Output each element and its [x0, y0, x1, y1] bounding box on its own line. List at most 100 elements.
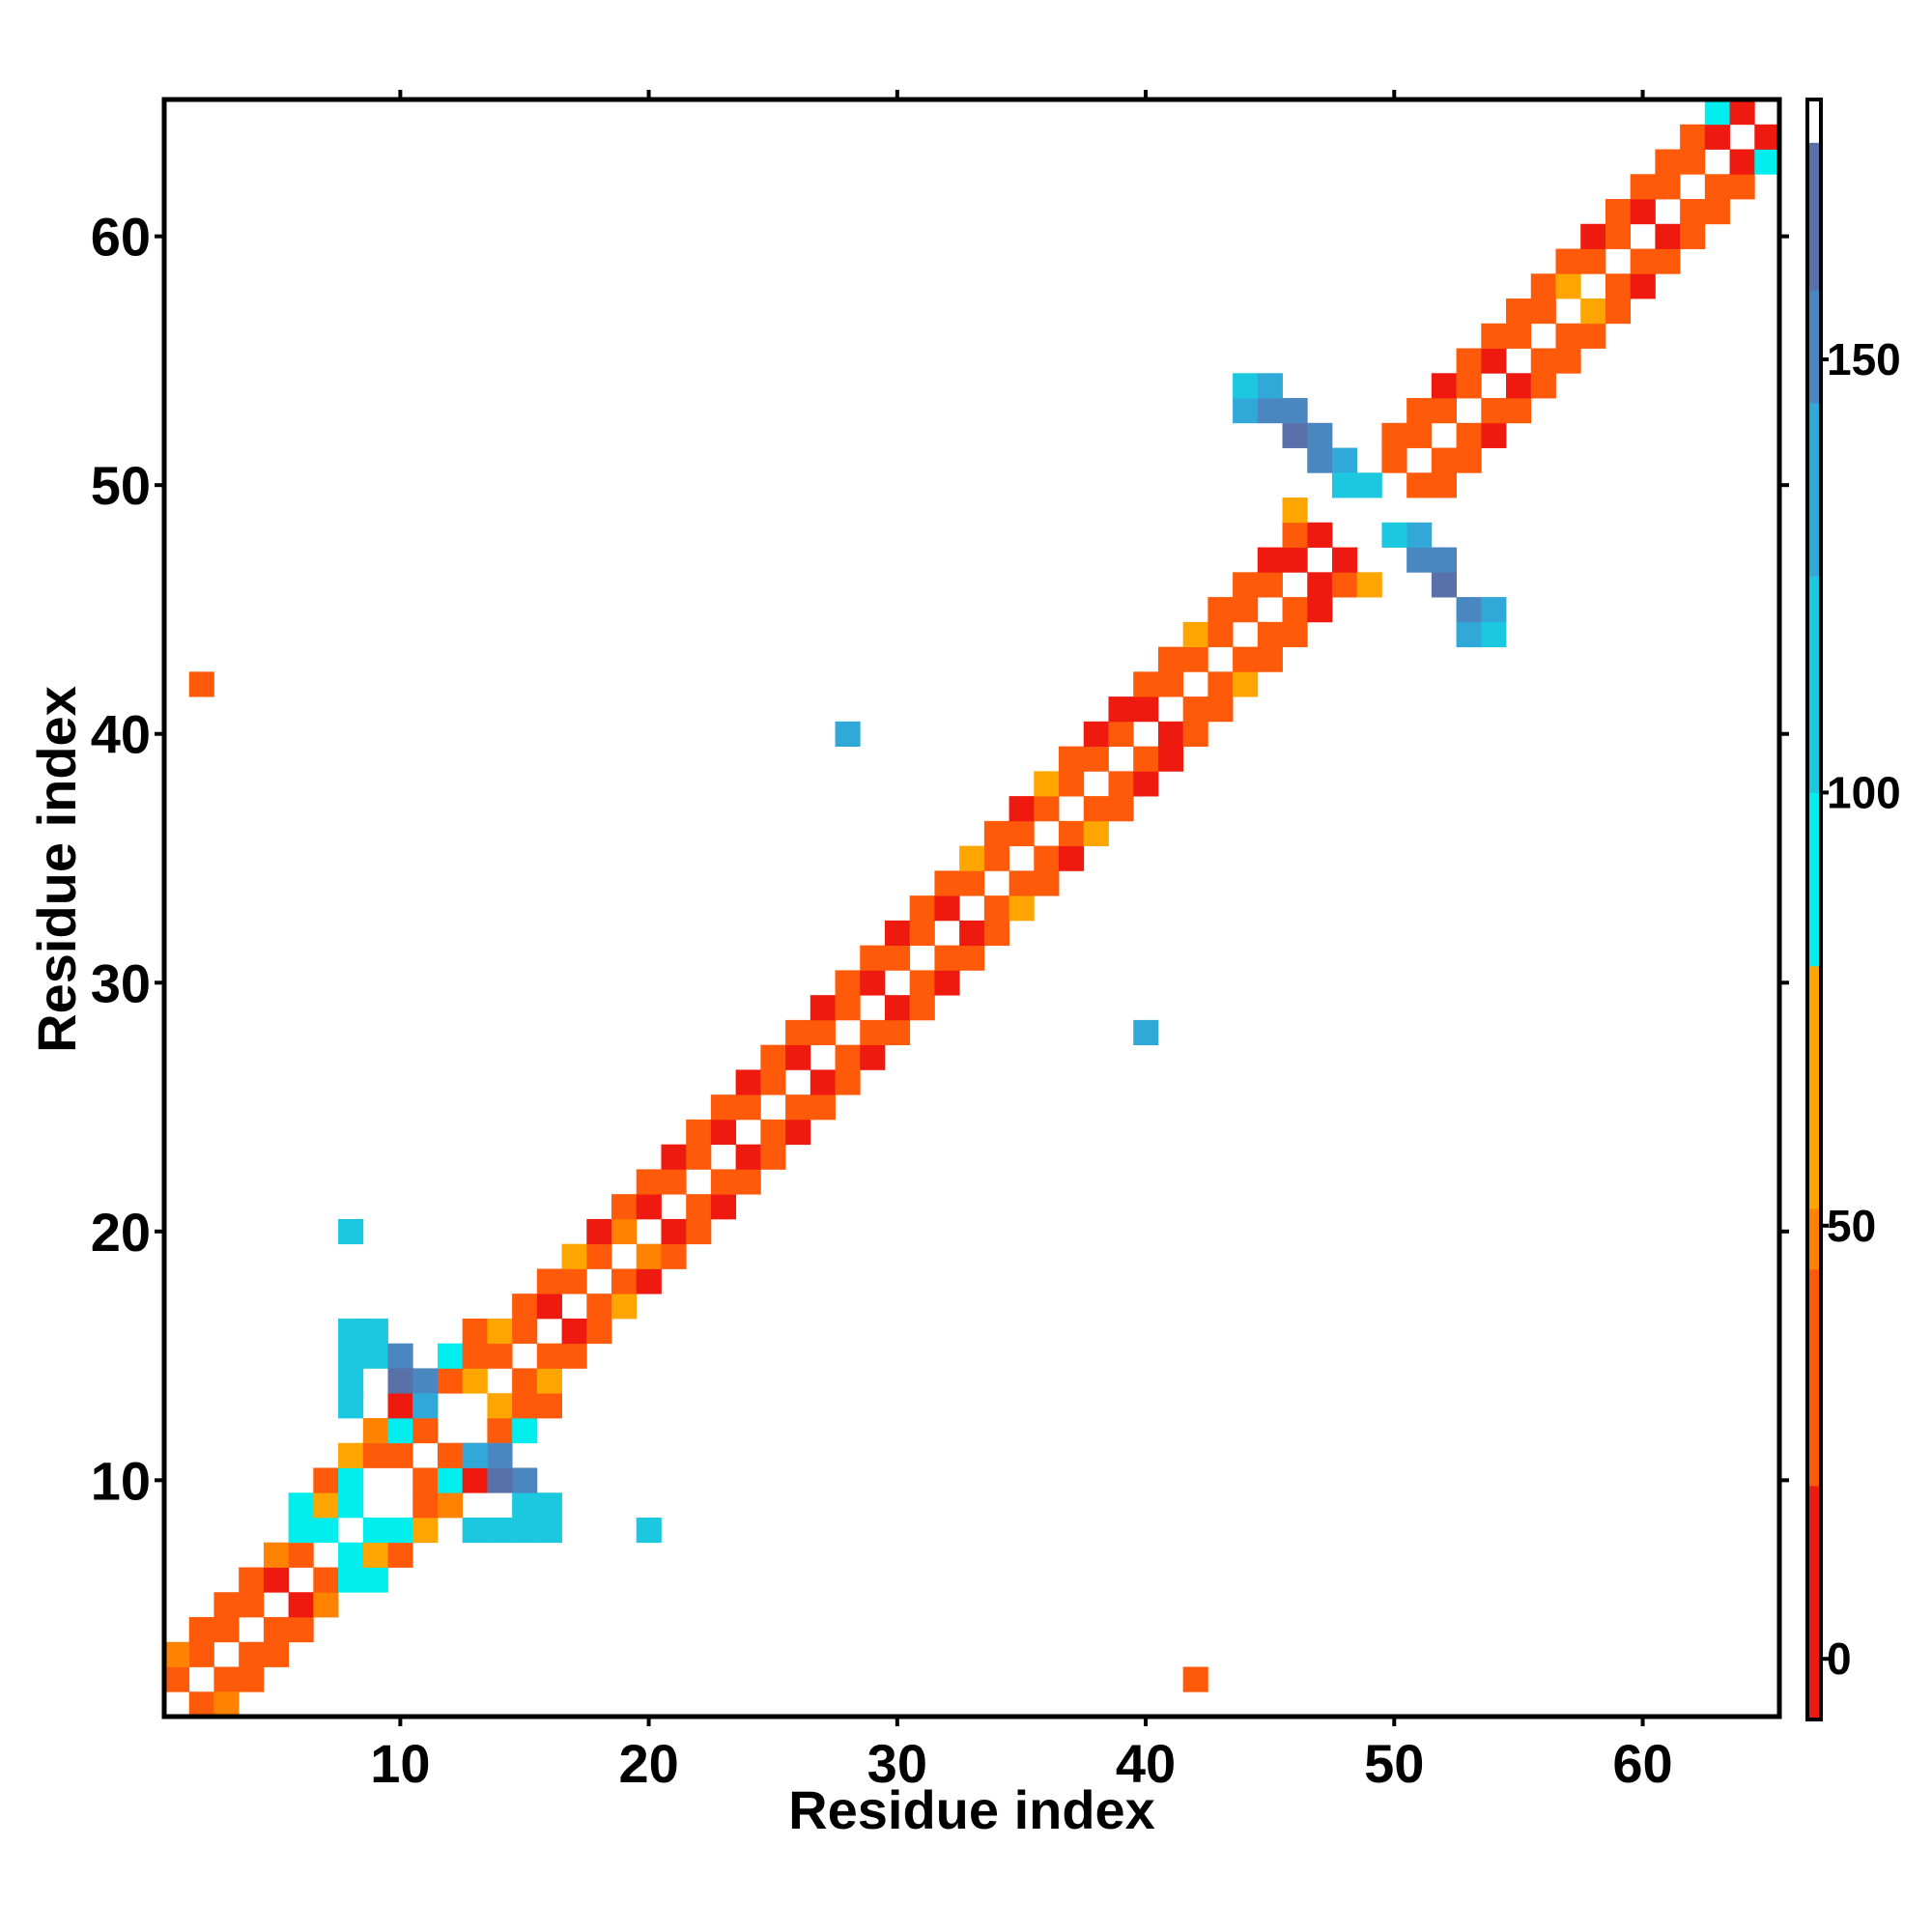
heatmap-cell [636, 1268, 662, 1294]
heatmap-cell [561, 1318, 587, 1345]
heatmap-cell [164, 1641, 190, 1667]
y-axis-title: Residue index [26, 686, 87, 1053]
heatmap-cell [487, 1343, 513, 1369]
heatmap-cell [1059, 820, 1085, 847]
heatmap-cell [512, 1467, 538, 1493]
heatmap-cell [611, 1194, 638, 1220]
heatmap-cell [1630, 174, 1656, 200]
heatmap-cell [785, 1119, 811, 1146]
heatmap-cell [1431, 373, 1457, 399]
heatmap-cell [1083, 796, 1109, 822]
heatmap-cell [1233, 373, 1259, 399]
heatmap-cell [1233, 671, 1259, 697]
heatmap-cell [1108, 771, 1134, 797]
heatmap-cell [512, 1517, 538, 1544]
heatmap-cell [412, 1517, 439, 1544]
heatmap-cell [1754, 124, 1780, 150]
heatmap-cell [1257, 373, 1283, 399]
colorbar-tick-label: 150 [1827, 334, 1901, 384]
colorbar-band [1807, 402, 1821, 577]
heatmap-cell [983, 820, 1009, 847]
heatmap-cell [1630, 199, 1656, 225]
heatmap-cell [959, 845, 985, 871]
heatmap-cell [338, 1567, 364, 1593]
heatmap-cell [1506, 398, 1532, 424]
heatmap-cell [1108, 696, 1134, 723]
heatmap-cell [1133, 696, 1159, 723]
heatmap-cell [1605, 199, 1632, 225]
heatmap-cell [810, 1094, 836, 1121]
heatmap-cell [412, 1467, 439, 1493]
heatmap-cell [462, 1442, 488, 1468]
heatmap-cell [288, 1592, 314, 1618]
y-tick-label: 20 [91, 1202, 151, 1263]
colorbar-tick-label: 50 [1827, 1201, 1876, 1251]
heatmap-cell [462, 1517, 488, 1544]
heatmap-cell [860, 1019, 886, 1046]
heatmap-cell [1307, 422, 1333, 448]
heatmap-cell [338, 1542, 364, 1568]
heatmap-cell [213, 1616, 240, 1643]
heatmap-cell [313, 1492, 339, 1519]
heatmap-cell [188, 1641, 214, 1667]
heatmap-cell [288, 1492, 314, 1519]
heatmap-cell [1555, 273, 1581, 299]
heatmap-cell [263, 1616, 290, 1643]
heatmap-cell [536, 1343, 562, 1369]
heatmap-cell [1307, 522, 1333, 548]
heatmap-cell [1133, 771, 1159, 797]
heatmap-cell [760, 1144, 786, 1170]
heatmap-cell [512, 1318, 538, 1345]
heatmap-cell [1456, 447, 1482, 473]
heatmap-cell [1009, 820, 1035, 847]
heatmap-cell [710, 1169, 737, 1195]
heatmap-cell [263, 1542, 290, 1568]
heatmap-cell [437, 1442, 464, 1468]
heatmap-cell [735, 1144, 761, 1170]
heatmap-cell [1729, 174, 1755, 200]
heatmap-cell [387, 1517, 413, 1544]
heatmap-cell [536, 1393, 562, 1419]
heatmap-cell [1133, 1019, 1159, 1046]
heatmap-cell [188, 671, 214, 697]
heatmap-cell [1655, 174, 1681, 200]
heatmap-cell [1456, 597, 1482, 623]
heatmap-cell [362, 1517, 388, 1544]
heatmap-cell [909, 995, 935, 1021]
heatmap-cell [1729, 149, 1755, 175]
y-tick-label: 10 [91, 1450, 151, 1511]
heatmap-cell [1680, 199, 1706, 225]
x-tick-label: 30 [867, 1733, 927, 1794]
heatmap-cell [1630, 273, 1656, 299]
heatmap-cell [487, 1393, 513, 1419]
heatmap-cell [1233, 646, 1259, 672]
heatmap-cell [536, 1492, 562, 1519]
heatmap-cell [412, 1417, 439, 1444]
heatmap-cell [1282, 621, 1308, 647]
heatmap-cell [686, 1144, 712, 1170]
heatmap-cell [1381, 447, 1407, 473]
heatmap-cell [1431, 547, 1457, 573]
heatmap-cell [835, 1044, 861, 1070]
heatmap-cell [1307, 447, 1333, 473]
heatmap-cell [1059, 746, 1085, 772]
heatmap-cell [1331, 547, 1358, 573]
heatmap-cell [1580, 223, 1606, 249]
heatmap-cell [586, 1293, 612, 1320]
heatmap-cell [188, 1691, 214, 1718]
heatmap-cell [1580, 298, 1606, 325]
heatmap-cell [239, 1592, 265, 1618]
heatmap-cell [338, 1393, 364, 1419]
heatmap-cell [1456, 621, 1482, 647]
heatmap-cell [860, 1044, 886, 1070]
heatmap-cell [462, 1467, 488, 1493]
heatmap-cell [1680, 124, 1706, 150]
heatmap-cell [561, 1268, 587, 1294]
heatmap-cell [1182, 721, 1208, 747]
heatmap-cell [1282, 522, 1308, 548]
heatmap-cell [1704, 199, 1730, 225]
heatmap-cell [611, 1218, 638, 1245]
heatmap-cell [710, 1094, 737, 1121]
colorbar-band [1807, 576, 1821, 793]
heatmap-cell [437, 1467, 464, 1493]
